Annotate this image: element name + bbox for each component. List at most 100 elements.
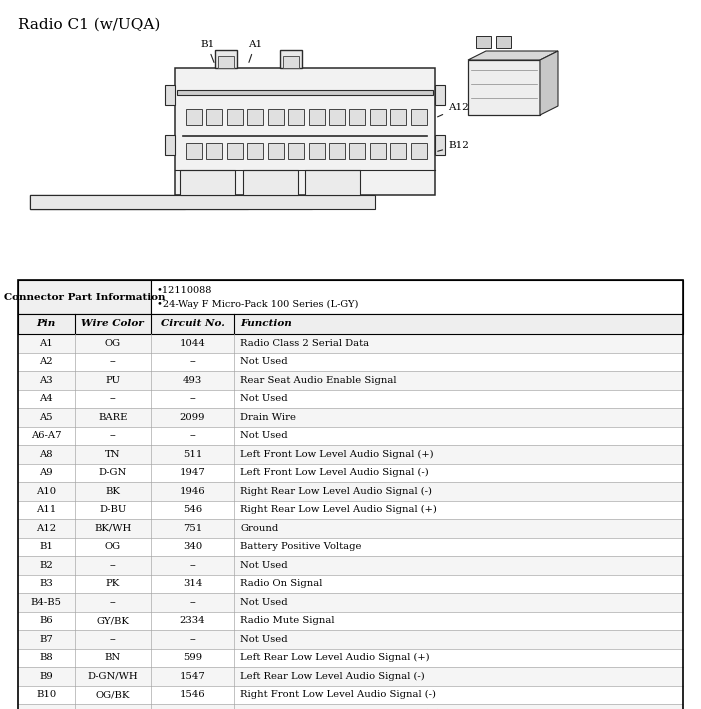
Text: Ground: Ground bbox=[240, 524, 278, 532]
Bar bbox=[476, 36, 491, 48]
Text: --: -- bbox=[109, 598, 116, 607]
Text: A11: A11 bbox=[36, 506, 56, 514]
Text: 340: 340 bbox=[183, 542, 202, 552]
Text: --: -- bbox=[189, 598, 196, 607]
Text: Pin: Pin bbox=[36, 320, 56, 328]
Text: A8: A8 bbox=[39, 450, 53, 459]
Text: BK: BK bbox=[105, 487, 120, 496]
Text: OG: OG bbox=[104, 339, 121, 347]
Text: 546: 546 bbox=[183, 506, 202, 514]
Bar bbox=[288, 143, 304, 159]
Text: Left Front Low Level Audio Signal (+): Left Front Low Level Audio Signal (+) bbox=[240, 450, 434, 459]
Text: D-GN/WH: D-GN/WH bbox=[88, 671, 138, 681]
Text: B1: B1 bbox=[39, 542, 53, 552]
Bar bbox=[206, 143, 222, 159]
Bar bbox=[186, 143, 202, 159]
Text: Radio C1 (w/UQA): Radio C1 (w/UQA) bbox=[18, 18, 161, 32]
Text: A3: A3 bbox=[39, 376, 53, 385]
Bar bbox=[329, 109, 345, 125]
Text: 493: 493 bbox=[183, 376, 202, 385]
Text: Not Used: Not Used bbox=[240, 357, 287, 367]
Text: B2: B2 bbox=[39, 561, 53, 570]
Text: 1546: 1546 bbox=[179, 691, 205, 699]
Bar bbox=[177, 90, 433, 95]
Bar bbox=[30, 195, 185, 209]
Text: A6-A7: A6-A7 bbox=[31, 431, 62, 440]
Text: A1: A1 bbox=[39, 339, 53, 347]
Polygon shape bbox=[540, 51, 558, 115]
Text: --: -- bbox=[109, 431, 116, 440]
Bar bbox=[18, 280, 151, 314]
Text: Left Front Low Level Audio Signal (-): Left Front Low Level Audio Signal (-) bbox=[240, 468, 429, 477]
Text: B1: B1 bbox=[200, 40, 215, 62]
Text: Not Used: Not Used bbox=[240, 635, 287, 644]
Text: PK: PK bbox=[106, 579, 120, 588]
Text: B6: B6 bbox=[39, 616, 53, 625]
Text: 1946: 1946 bbox=[179, 487, 205, 496]
Bar bbox=[218, 56, 234, 68]
Bar bbox=[18, 686, 683, 704]
Bar bbox=[468, 60, 540, 115]
Text: --: -- bbox=[109, 561, 116, 570]
Bar bbox=[18, 556, 683, 574]
Text: --: -- bbox=[189, 561, 196, 570]
Text: --: -- bbox=[109, 357, 116, 367]
Text: B7: B7 bbox=[39, 635, 53, 644]
Bar bbox=[18, 519, 683, 537]
Bar bbox=[186, 109, 202, 125]
Text: A1: A1 bbox=[248, 40, 262, 62]
Text: BN: BN bbox=[104, 653, 121, 662]
Bar bbox=[349, 109, 365, 125]
Bar bbox=[18, 482, 683, 501]
Text: Radio On Signal: Radio On Signal bbox=[240, 579, 322, 588]
Text: D-GN: D-GN bbox=[99, 468, 127, 477]
Bar bbox=[308, 109, 325, 125]
Bar bbox=[243, 170, 298, 195]
Text: 599: 599 bbox=[183, 653, 202, 662]
Text: Not Used: Not Used bbox=[240, 431, 287, 440]
Bar bbox=[247, 109, 264, 125]
Bar bbox=[30, 195, 375, 209]
Text: Not Used: Not Used bbox=[240, 598, 287, 607]
Bar bbox=[18, 371, 683, 389]
Text: Right Front Low Level Audio Signal (-): Right Front Low Level Audio Signal (-) bbox=[240, 690, 436, 699]
Text: BK/WH: BK/WH bbox=[94, 524, 131, 532]
Text: A2: A2 bbox=[39, 357, 53, 367]
Text: Radio Mute Signal: Radio Mute Signal bbox=[240, 616, 334, 625]
Bar bbox=[305, 170, 360, 195]
Bar bbox=[18, 630, 683, 649]
Text: A4: A4 bbox=[39, 394, 53, 403]
Text: 1547: 1547 bbox=[179, 671, 205, 681]
Text: BARE: BARE bbox=[98, 413, 128, 422]
Bar bbox=[18, 314, 683, 334]
Bar bbox=[215, 50, 237, 68]
Text: B12: B12 bbox=[437, 141, 469, 151]
Text: B3: B3 bbox=[39, 579, 53, 588]
Text: Left Rear Low Level Audio Signal (+): Left Rear Low Level Audio Signal (+) bbox=[240, 653, 430, 662]
Text: 1947: 1947 bbox=[179, 468, 205, 477]
Bar bbox=[435, 85, 445, 105]
Text: OG: OG bbox=[104, 542, 121, 552]
Text: --: -- bbox=[189, 357, 196, 367]
Text: Not Used: Not Used bbox=[240, 394, 287, 403]
Bar bbox=[18, 574, 683, 593]
Bar bbox=[308, 143, 325, 159]
Bar bbox=[30, 195, 312, 209]
Bar bbox=[496, 36, 511, 48]
Text: GY/BK: GY/BK bbox=[96, 616, 129, 625]
Polygon shape bbox=[468, 51, 558, 60]
Text: A9: A9 bbox=[39, 468, 53, 477]
Text: 751: 751 bbox=[183, 524, 202, 532]
Text: --: -- bbox=[189, 431, 196, 440]
Text: Right Rear Low Level Audio Signal (-): Right Rear Low Level Audio Signal (-) bbox=[240, 486, 432, 496]
Bar bbox=[227, 109, 243, 125]
Text: Battery Positive Voltage: Battery Positive Voltage bbox=[240, 542, 362, 552]
Bar bbox=[30, 195, 248, 209]
Text: A12: A12 bbox=[437, 103, 469, 117]
Bar bbox=[390, 143, 406, 159]
Text: A5: A5 bbox=[39, 413, 53, 422]
Bar bbox=[283, 56, 299, 68]
Bar bbox=[369, 109, 386, 125]
Bar bbox=[18, 427, 683, 445]
Text: •12110088: •12110088 bbox=[157, 286, 212, 295]
